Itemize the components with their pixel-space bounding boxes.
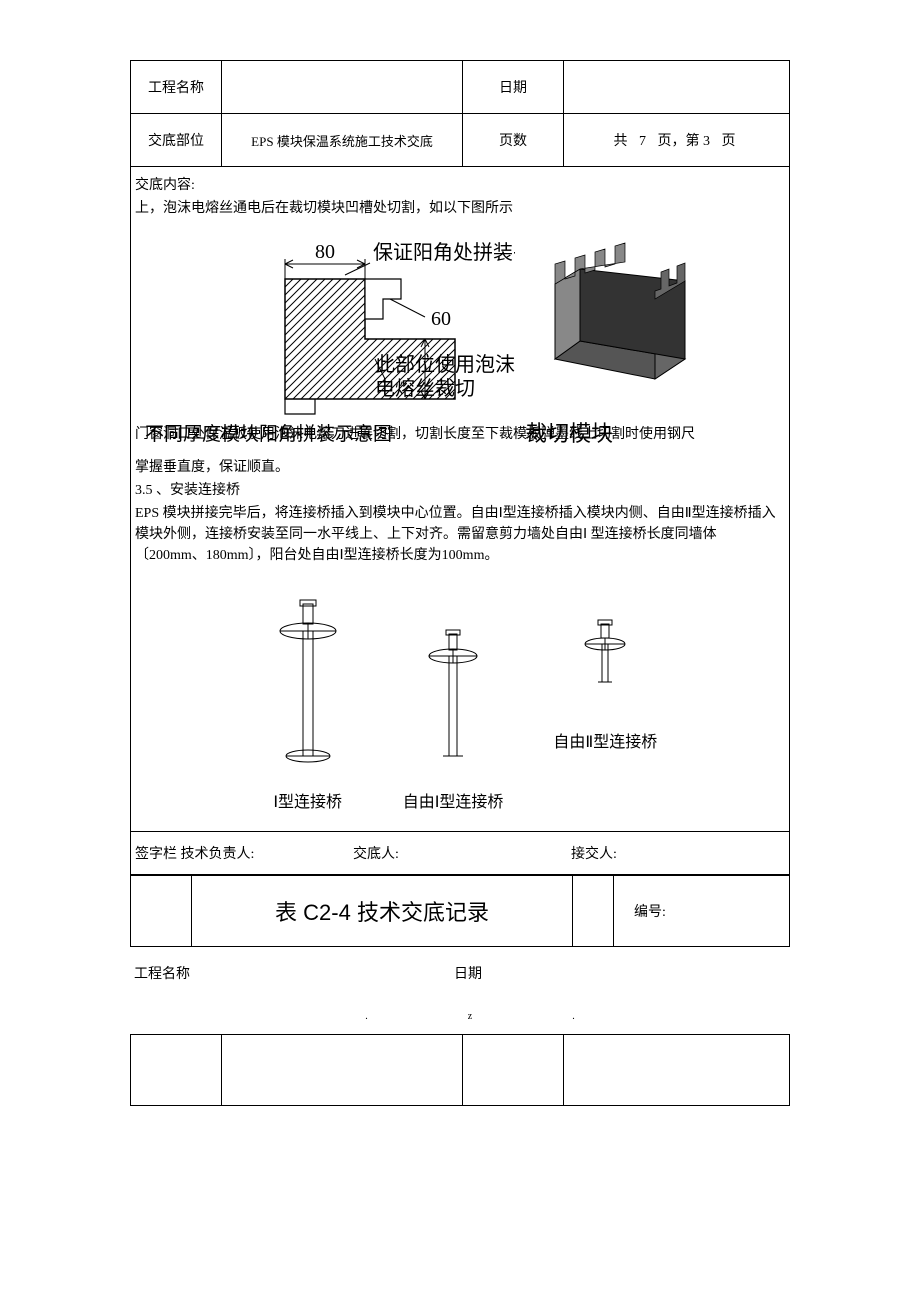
connector-1-icon (263, 596, 353, 776)
connector-1: Ⅰ型连接桥 (263, 596, 353, 815)
content-title: 交底内容: (135, 175, 785, 196)
signature-tech-label: 技术负责人: (181, 847, 255, 862)
page-suffix: 页 (722, 134, 740, 149)
date-value-cell (564, 61, 790, 114)
empty-c1 (131, 1035, 222, 1106)
record-numbering-label: 编号: (634, 905, 666, 920)
pos-value-cell: EPS 模块保温系统施工技术交底 (222, 114, 463, 167)
connector-3-label: 自由Ⅱ型连接桥 (553, 731, 657, 755)
record-row: 表 C2-4 技术交底记录 编号: (131, 876, 790, 947)
page-mid: 页，第 (658, 134, 700, 149)
second-date-label: 日期 (454, 963, 482, 983)
note1: 保证阳角处拼装平直 (373, 241, 515, 264)
cross-section-diagram: 80 保证阳角处拼装平直 60 此部位使用泡沫 (215, 229, 515, 429)
project-label-cell: 工程名称 (131, 61, 222, 114)
section-35-body: EPS 模块拼接完毕后，将连接桥插入到模块中心位置。自由Ⅰ型连接桥插入模块内侧、… (135, 503, 785, 566)
signature-deliver: 交底人: (353, 843, 571, 863)
header-table: 工程名称 日期 交底部位 EPS 模块保温系统施工技术交底 页数 共 7 页，第… (130, 60, 790, 875)
overlap-caption-row: 不同厚度模块阳角拼装示意图 门窗洞口处保温板使用泡沫电熔刀进展切割，切割长度至下… (135, 421, 785, 461)
record-table: 表 C2-4 技术交底记录 编号: (130, 875, 790, 947)
connector-1-label: Ⅰ型连接桥 (263, 791, 353, 815)
connector-2: 自由Ⅰ型连接桥 (403, 626, 504, 815)
section-35-title: 3.5 、安装连接桥 (135, 480, 785, 501)
project-value-cell (222, 61, 463, 114)
signature-receive: 接交人: (571, 843, 789, 863)
page-container: 工程名称 日期 交底部位 EPS 模块保温系统施工技术交底 页数 共 7 页，第… (0, 0, 920, 1126)
record-title: 表 C2-4 技术交底记录 (275, 900, 489, 925)
record-empty-mid (573, 876, 614, 947)
record-numbering-cell: 编号: (614, 876, 790, 947)
footer-dot: . (365, 1011, 468, 1022)
second-header-floating: 工程名称 日期 (130, 947, 790, 999)
empty-c3 (463, 1035, 564, 1106)
empty-c4 (564, 1035, 790, 1106)
content-cell: 交底内容: 上，泡沫电熔丝通电后在裁切模块凹槽处切割，如以下图所示 (131, 167, 790, 832)
connector-2-label: 自由Ⅰ型连接桥 (403, 791, 504, 815)
signature-tech: 签字栏 技术负责人: (135, 843, 353, 863)
content-row: 交底内容: 上，泡沫电熔丝通电后在裁切模块凹槽处切割，如以下图所示 (131, 167, 790, 832)
record-title-cell: 表 C2-4 技术交底记录 (192, 876, 573, 947)
page-current: 3 (703, 134, 714, 149)
second-project-label: 工程名称 (134, 963, 454, 983)
empty-bottom-table (130, 1034, 790, 1106)
note2-l1: 此部位使用泡沫 (375, 353, 515, 376)
caption-overlay-big-right: 裁切模块 (525, 417, 613, 450)
connector-2-icon (413, 626, 493, 776)
footer-z: z. (468, 1011, 675, 1022)
empty-c2 (222, 1035, 463, 1106)
footer-marks: .z. (130, 1011, 790, 1022)
empty-bottom-row (131, 1035, 790, 1106)
dim-80: 80 (315, 241, 335, 263)
note2-l2: 电熔丝裁切 (375, 377, 475, 400)
connector-3-icon (570, 616, 640, 716)
record-empty-left (131, 876, 192, 947)
pos-label-cell: 交底部位 (131, 114, 222, 167)
header-row-1: 工程名称 日期 (131, 61, 790, 114)
page-label-cell: 页数 (463, 114, 564, 167)
connector-3: 自由Ⅱ型连接桥 (553, 616, 657, 755)
dim-60: 60 (431, 308, 451, 330)
signature-label: 签字栏 (135, 847, 177, 862)
page-prefix: 共 (614, 134, 632, 149)
signature-row: 签字栏 技术负责人: 交底人: 接交人: (131, 832, 790, 875)
caption-overlay-small: 门窗洞口处保温板使用泡沫电熔刀进展切割，切割长度至下裁模板弹墨线上切割时使用钢尺 (135, 424, 775, 445)
page-total: 7 (639, 134, 650, 149)
castellated-block-diagram (535, 229, 705, 399)
header-row-2: 交底部位 EPS 模块保温系统施工技术交底 页数 共 7 页，第 3 页 (131, 114, 790, 167)
connector-row: Ⅰ型连接桥 自由Ⅰ型连接桥 (135, 596, 785, 815)
diagram-row-1: 80 保证阳角处拼装平直 60 此部位使用泡沫 (135, 229, 785, 429)
content-line1: 上，泡沫电熔丝通电后在裁切模块凹槽处切割，如以下图所示 (135, 198, 785, 219)
date-label-cell: 日期 (463, 61, 564, 114)
signature-cell: 签字栏 技术负责人: 交底人: 接交人: (131, 832, 790, 875)
page-value-cell: 共 7 页，第 3 页 (564, 114, 790, 167)
